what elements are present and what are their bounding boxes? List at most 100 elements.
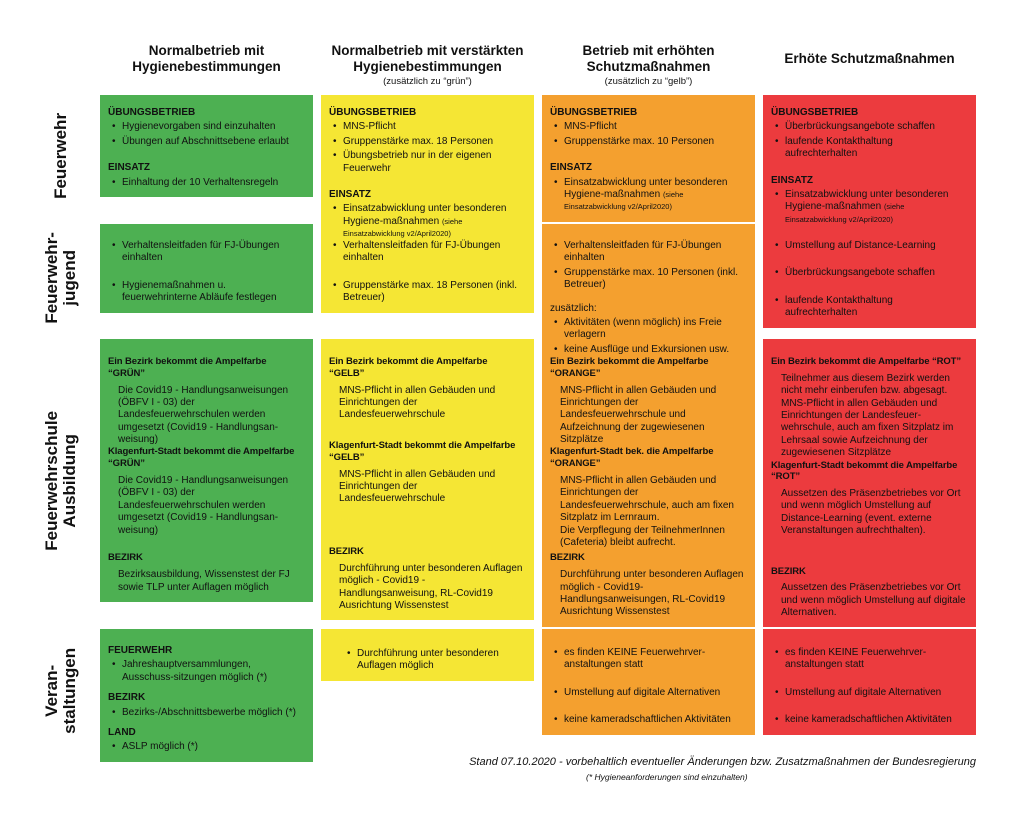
cell-heading: EINSATZ <box>108 162 151 174</box>
cell-feuerwehrschule-gruen: Ein Bezirk bekommt die Ampelfarbe “GRÜN”… <box>100 339 313 603</box>
bullet-item: Gruppenstärke max. 10 Personen (inkl. Be… <box>550 267 745 292</box>
column-title: Normalbetrieb mit verstärkten Hygienebes… <box>331 43 524 74</box>
bullet-item: ASLP möglich (*) <box>108 741 303 754</box>
bullet-item: Einsatzabwicklung unter besonderen Hygie… <box>550 177 745 214</box>
cell-heading: EINSATZ <box>329 188 372 200</box>
cell-heading: Klagenfurt-Stadt bekommt die Ampelfarbe … <box>771 459 958 483</box>
cell-paragraph: MNS-Pflicht in allen Gebäuden und Einric… <box>339 468 496 505</box>
bullet-item: Gruppenstärke max. 18 Personen (inkl. Be… <box>329 280 524 305</box>
cell-heading: LAND <box>108 726 136 738</box>
table-corner-spacer <box>30 42 92 88</box>
bullet-item: MNS-Pflicht <box>329 121 524 134</box>
cell-heading: Ein Bezirk bekommt die Ampelfarbe “ORANG… <box>550 356 709 379</box>
row-label-feuerwehrjugend: Feuerwehr- jugend <box>30 224 92 332</box>
footer: Stand 07.10.2020 - vorbehaltlich eventue… <box>30 756 976 782</box>
bullet-item: MNS-Pflicht <box>550 121 745 134</box>
row-label-text: Feuerwehr <box>51 113 71 199</box>
bullet-item: Hygienemaßnahmen u. feuerwehrinterne Abl… <box>108 280 303 305</box>
row-label-feuerwehrschule-ausbildung: Feuerwehrschule Ausbildung <box>30 339 92 622</box>
cell-feuerwehrschule-rot: Ein Bezirk bekommt die Ampelfarbe “ROT” T… <box>763 339 976 628</box>
bullet-item: Übungen auf Abschnittsebene erlaubt <box>108 136 303 149</box>
bullet-item: Einsatzabwicklung unter besonderen Hygie… <box>771 189 966 226</box>
bullet-item: Übungsbetrieb nur in der eigenen Feuerwe… <box>329 150 524 175</box>
cell-feuerwehr-orange: ÜBUNGSBETRIEB MNS-Pflicht Gruppenstärke ma… <box>542 95 755 222</box>
cell-veranstaltungen-rot: es finden KEINE Feuerwehrver-anstaltunge… <box>763 629 976 735</box>
column-subtitle: (zusätzlich zu “grün”) <box>383 75 472 87</box>
cell-feuerwehr-rot: ÜBUNGSBETRIEB Überbrückungsangebote schaf… <box>763 95 976 235</box>
bullet-item: Umstellung auf digitale Alternativen <box>550 687 745 700</box>
bullet-item: Überbrückungsangebote schaffen <box>771 121 966 134</box>
bullet-list: Aktivitäten (wenn möglich) ins Freie ver… <box>550 317 745 357</box>
cell-heading: ÜBUNGSBETRIEB <box>550 107 638 118</box>
bullet-item: Einhaltung der 10 Verhaltensregeln <box>108 177 303 190</box>
bullet-list: Verhaltensleitfaden für FJ-Übungen einha… <box>108 240 303 305</box>
bullet-list: Hygienevorgaben sind einzuhalten Übungen … <box>108 121 303 148</box>
row-label-text: Veran- staltungen <box>42 647 80 734</box>
cell-heading: BEZIRK <box>550 552 585 564</box>
cell-feuerwehrschule-orange: Ein Bezirk bekommt die Ampelfarbe “ORANG… <box>542 339 755 627</box>
bullet-item: Bezirks-/Abschnittsbewerbe möglich (*) <box>108 707 303 720</box>
cell-section: Klagenfurt-Stadt bekommt die Ampelfarbe … <box>329 440 524 546</box>
bullet-list: MNS-Pflicht Gruppenstärke max. 18 Persone… <box>329 121 524 175</box>
cell-heading: Ein Bezirk bekommt die Ampelfarbe “ROT” <box>771 356 962 367</box>
bullet-list: es finden KEINE Feuerwehrver-anstaltunge… <box>771 647 966 727</box>
bullet-item: Einsatzabwicklung unter besonderen Hygie… <box>329 203 524 240</box>
bullet-item: Jahreshauptversammlungen, Ausschuss-sitz… <box>108 659 303 684</box>
row-label-text: Feuerwehrschule Ausbildung <box>42 410 80 551</box>
bullet-item: Aktivitäten (wenn möglich) ins Freie ver… <box>550 317 745 342</box>
cell-paragraph: Die Covid19 - Handlungsanweisungen (ÖBFV… <box>118 475 289 536</box>
cell-feuerwehrjugend-rot: Umstellung auf Distance-Learning Überbrüc… <box>763 224 976 328</box>
bullet-item: Verhaltensleitfaden für FJ-Übungen einha… <box>108 240 303 265</box>
bullet-list: Verhaltensleitfaden für FJ-Übungen einha… <box>550 240 745 292</box>
bullet-item: laufende Kontakthaltung aufrechterhalten <box>771 136 966 161</box>
cell-heading: Klagenfurt-Stadt bekommt die Ampelfarbe … <box>108 446 295 470</box>
cell-section: BEZIRK Durchführung unter besonderen Aufl… <box>550 552 745 618</box>
column-title: Normalbetrieb mit Hygienebestimmungen <box>132 43 281 74</box>
cell-paragraph: Durchführung unter besonderen Auflagen m… <box>560 569 744 618</box>
cell-heading: Ein Bezirk bekommt die Ampelfarbe “GRÜN” <box>108 356 267 379</box>
bullet-list: Einsatzabwicklung unter besonderen Hygie… <box>329 203 524 240</box>
cell-paragraph: MNS-Pflicht in allen Gebäuden und Einric… <box>339 384 496 421</box>
cell-heading: BEZIRK <box>771 565 806 577</box>
footer-footnote: (* Hygieneanforderungen sind einzuhalten… <box>586 772 748 782</box>
column-header-erhoete-schutzmassnahmen: Erhöte Schutzmaßnahmen <box>763 42 976 88</box>
cell-section: Ein Bezirk bekommt die Ampelfarbe “GRÜN”… <box>108 356 303 446</box>
cell-section: BEZIRK Aussetzen des Präsenzbetriebes vor… <box>771 566 966 620</box>
column-header-verstaerkte-hygiene: Normalbetrieb mit verstärkten Hygienebes… <box>321 42 534 88</box>
bullet-note: (siehe Einsatzabwicklung v2/April2020) <box>343 216 463 239</box>
cell-paragraph: MNS-Pflicht in allen Gebäuden und Einric… <box>560 475 734 548</box>
bullet-item: Verhaltensleitfaden für FJ-Übungen einha… <box>329 240 524 265</box>
bullet-item: Verhaltensleitfaden für FJ-Übungen einha… <box>550 240 745 265</box>
column-title: Betrieb mit erhöhten Schutzmaßnahmen <box>582 43 715 74</box>
bullet-item: Gruppenstärke max. 18 Personen <box>329 136 524 149</box>
bullet-item: Umstellung auf digitale Alternativen <box>771 687 966 700</box>
cell-section: BEZIRK Bezirksausbildung, Wissenstest der… <box>108 552 303 594</box>
bullet-item: Gruppenstärke max. 10 Personen <box>550 136 745 149</box>
bullet-list: Verhaltensleitfaden für FJ-Übungen einha… <box>329 240 524 305</box>
cell-paragraph: Bezirksausbildung, Wissenstest der FJ so… <box>118 569 290 593</box>
cell-feuerwehr-gruen: ÜBUNGSBETRIEB Hygienevorgaben sind einzuh… <box>100 95 313 197</box>
cell-heading: ÜBUNGSBETRIEB <box>329 107 417 118</box>
bullet-list: MNS-Pflicht Gruppenstärke max. 10 Persone… <box>550 121 745 148</box>
cell-heading: Klagenfurt-Stadt bekommt die Ampelfarbe … <box>329 440 516 463</box>
bullet-item: keine kameradschaftlichen Aktivitäten <box>771 714 966 727</box>
cell-heading: Ein Bezirk bekommt die Ampelfarbe “GELB” <box>329 356 488 379</box>
cell-section: Klagenfurt-Stadt bekommt die Ampelfarbe … <box>108 446 303 552</box>
cell-section: Ein Bezirk bekommt die Ampelfarbe “ORANG… <box>550 356 745 446</box>
bullet-list: Einsatzabwicklung unter besonderen Hygie… <box>550 177 745 214</box>
row-label-text: Feuerwehr- jugend <box>42 232 80 324</box>
cell-paragraph: Aussetzen des Präsenzbetriebes vor Ort u… <box>781 582 966 619</box>
bullet-list: es finden KEINE Feuerwehrver-anstaltunge… <box>550 647 745 727</box>
bullet-list: ASLP möglich (*) <box>108 741 303 754</box>
bullet-item: Hygienevorgaben sind einzuhalten <box>108 121 303 134</box>
cell-veranstaltungen-gelb: Durchführung unter besonderen Auflagen m… <box>321 629 534 681</box>
bullet-list: Jahreshauptversammlungen, Ausschuss-sitz… <box>108 659 303 684</box>
bullet-note: (siehe Einsatzabwicklung v2/April2020) <box>785 202 905 224</box>
cell-feuerwehrschule-gelb: Ein Bezirk bekommt die Ampelfarbe “GELB”… <box>321 339 534 621</box>
bullet-item: Durchführung unter besonderen Auflagen m… <box>343 648 524 673</box>
cell-heading: BEZIRK <box>329 546 364 557</box>
column-title: Erhöte Schutzmaßnahmen <box>784 50 955 66</box>
cell-feuerwehrjugend-orange: Verhaltensleitfaden für FJ-Übungen einha… <box>542 224 755 365</box>
bullet-item: es finden KEINE Feuerwehrver-anstaltunge… <box>550 647 745 672</box>
cell-paragraph: Durchführung unter besonderen Auflagen m… <box>339 562 523 611</box>
